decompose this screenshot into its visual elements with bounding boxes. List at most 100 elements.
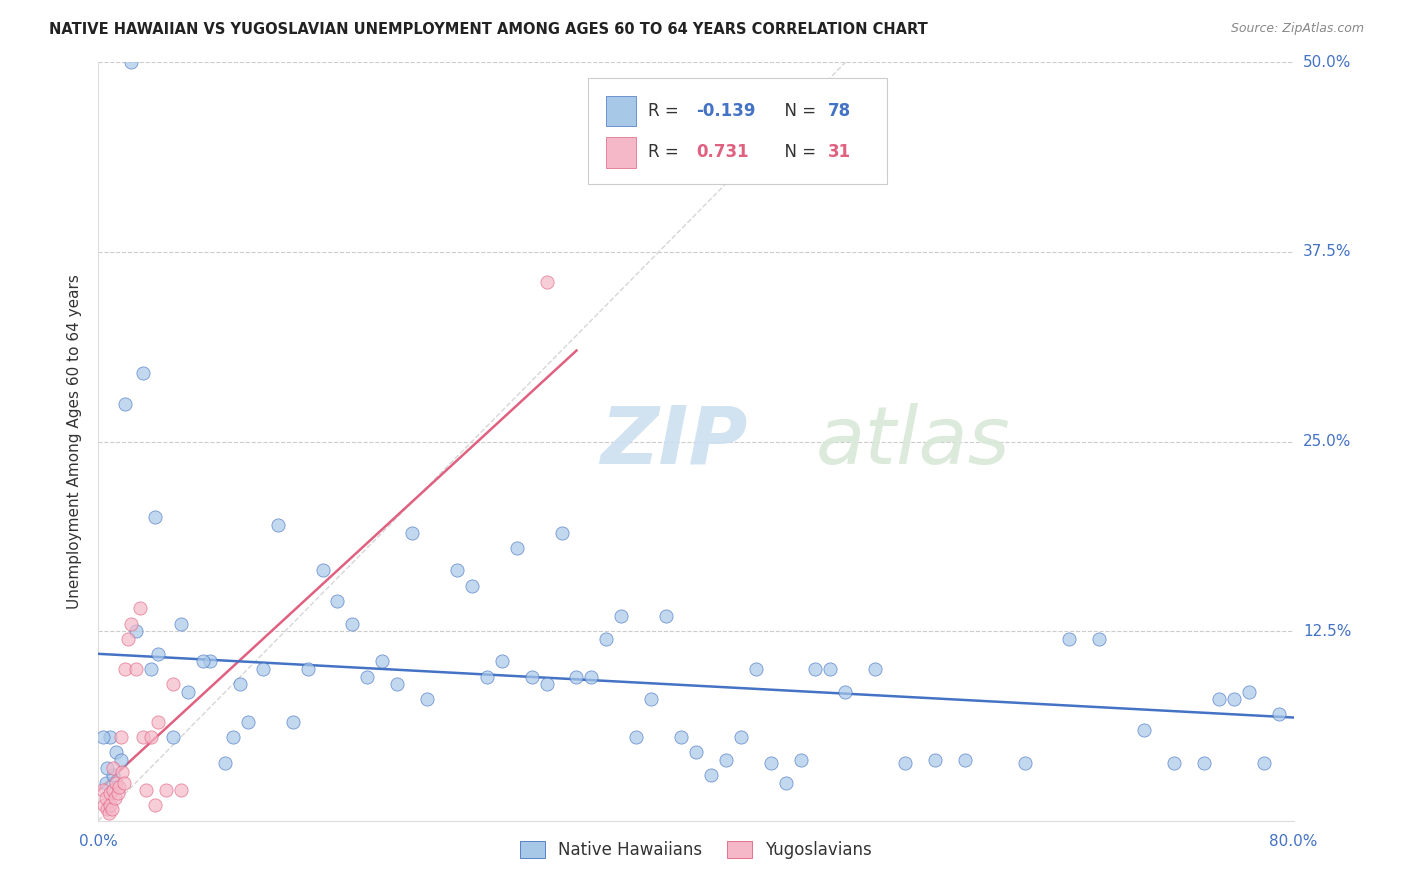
Point [177,685,200,699]
Point [1059,632,1081,646]
Point [96,801,118,815]
Point [120,616,142,631]
Point [804,662,827,676]
Y-axis label: Unemployment Among Ages 60 to 64 years: Unemployment Among Ages 60 to 64 years [67,274,83,609]
Point [775,776,797,790]
Point [626,730,648,744]
Text: NATIVE HAWAIIAN VS YUGOSLAVIAN UNEMPLOYMENT AMONG AGES 60 TO 64 YEARS CORRELATIO: NATIVE HAWAIIAN VS YUGOSLAVIAN UNEMPLOYM… [49,22,928,37]
Point [356,669,378,683]
Text: -0.139: -0.139 [696,102,755,120]
Point [385,677,409,691]
Text: 80.0%: 80.0% [1270,834,1317,849]
Point [191,655,214,669]
Point [222,730,245,744]
Point [834,685,856,699]
Point [759,756,782,770]
Point [96,760,118,774]
Text: 50.0%: 50.0% [1303,55,1351,70]
Point [1253,756,1275,770]
Point [200,655,222,669]
Text: R =: R = [648,144,685,161]
Point [111,765,134,780]
Point [730,730,752,744]
Point [98,798,122,813]
Text: atlas: atlas [815,402,1011,481]
Point [114,662,136,676]
Point [148,715,170,730]
Point [326,594,349,608]
Point [169,616,191,631]
Point [135,783,157,797]
Point [581,669,603,683]
Point [924,753,946,767]
Point [139,730,162,744]
FancyBboxPatch shape [589,78,887,184]
Point [93,798,115,813]
Point [117,632,139,646]
Point [162,730,184,744]
Point [1237,685,1260,699]
Point [550,525,572,540]
Point [281,715,304,730]
Point [114,396,136,410]
Point [214,756,236,770]
Point [640,692,662,706]
Point [565,669,588,683]
Text: 0.0%: 0.0% [79,834,118,849]
Point [98,786,122,800]
Point [669,730,692,744]
Point [894,756,917,770]
Point [1088,632,1111,646]
Point [789,753,811,767]
Point [101,801,124,815]
Point [475,669,498,683]
Point [98,730,122,744]
Point [416,692,439,706]
Point [103,760,125,774]
Point [297,662,319,676]
Point [236,715,259,730]
Point [491,655,513,669]
Point [107,786,129,800]
Point [1267,707,1289,722]
Point [1014,756,1036,770]
Text: 31: 31 [827,144,851,161]
Point [536,275,558,289]
Point [1223,692,1246,706]
Point [105,776,128,790]
Point [1192,756,1215,770]
Point [536,677,558,691]
Point [446,564,468,578]
Point [110,730,132,744]
Point [461,579,484,593]
Legend: Native Hawaiians, Yugoslavians: Native Hawaiians, Yugoslavians [513,834,879,865]
Point [1163,756,1185,770]
Point [342,616,364,631]
Point [714,753,737,767]
Point [820,662,842,676]
Text: R =: R = [648,102,685,120]
Point [267,517,290,532]
Point [120,55,142,70]
Point [169,783,191,797]
Point [97,806,120,821]
Text: 12.5%: 12.5% [1303,624,1351,639]
Point [865,662,887,676]
Point [94,776,117,790]
Point [155,783,177,797]
Text: 78: 78 [827,102,851,120]
Text: N =: N = [773,144,821,161]
Point [108,780,131,795]
Point [105,746,128,760]
Bar [606,95,637,126]
Point [229,677,252,691]
Point [91,783,114,797]
Point [595,632,617,646]
Point [103,768,125,782]
Point [139,662,162,676]
Point [125,624,148,639]
Point [700,768,723,782]
Point [143,798,166,813]
Point [104,791,127,805]
Point [143,510,166,524]
